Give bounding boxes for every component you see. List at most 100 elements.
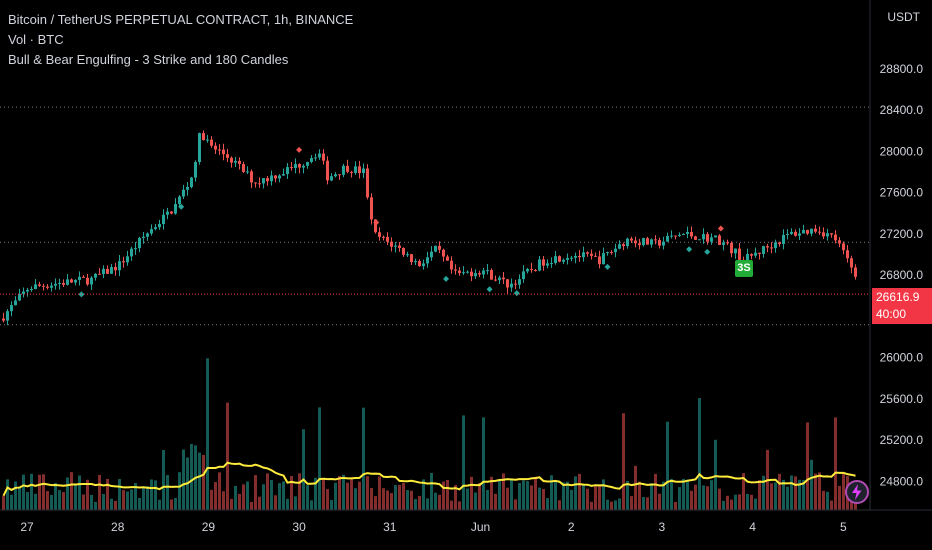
price-tick-label: 25600.0 — [880, 392, 924, 406]
volume-bar — [746, 493, 749, 510]
candle-body — [178, 196, 181, 205]
candle-body — [242, 164, 245, 172]
volume-bar — [358, 481, 361, 510]
candle-body — [234, 160, 237, 163]
candle-body — [710, 237, 713, 242]
volume-bar — [242, 484, 245, 510]
candle-body — [326, 160, 329, 181]
candle-body — [226, 154, 229, 158]
volume-bar — [602, 479, 605, 510]
candle-body — [194, 162, 197, 178]
candle-body — [830, 233, 833, 235]
candle-body — [642, 238, 645, 246]
volume-bar — [210, 489, 213, 510]
volume-bar — [674, 501, 677, 510]
lightning-icon[interactable] — [845, 480, 869, 504]
volume-bar — [598, 485, 601, 510]
volume-bar — [98, 474, 101, 510]
volume-bar — [226, 402, 229, 510]
candle-body — [182, 189, 185, 197]
time-tick-label: Jun — [471, 520, 490, 534]
volume-bar — [634, 465, 637, 510]
candle-body — [94, 273, 97, 278]
volume-indicator-title[interactable]: Vol · BTC — [8, 32, 64, 47]
volume-bar — [654, 473, 657, 510]
candle-body — [686, 231, 689, 234]
volume-bar — [730, 499, 733, 510]
candle-body — [254, 182, 257, 184]
price-tick-label: 28000.0 — [880, 144, 924, 158]
volume-bar — [806, 422, 809, 510]
volume-bar — [74, 484, 77, 510]
volume-bar — [750, 494, 753, 510]
candle-body — [542, 259, 545, 266]
candle-body — [478, 273, 481, 275]
candle-body — [402, 248, 405, 255]
candle-body — [814, 228, 817, 232]
candle-body — [694, 236, 697, 240]
volume-bar — [182, 449, 185, 510]
time-axis[interactable]: 27 28 29 30 31 Jun 2 3 4 5 — [20, 520, 847, 534]
candle-body — [454, 269, 457, 271]
volume-bar — [830, 500, 833, 510]
currency-label[interactable]: USDT — [887, 10, 920, 24]
candle-body — [558, 256, 561, 262]
candle-body — [322, 153, 325, 161]
symbol-title[interactable]: Bitcoin / TetherUS PERPETUAL CONTRACT, 1… — [8, 12, 354, 27]
volume-bar — [470, 476, 473, 510]
candle-body — [554, 256, 557, 264]
volume-bar — [458, 501, 461, 510]
volume-bar — [566, 481, 569, 510]
candle-body — [806, 229, 809, 234]
volume-bar — [158, 499, 161, 510]
volume-bar — [94, 501, 97, 510]
volume-bar — [166, 475, 169, 510]
volume-bar — [170, 499, 173, 510]
volume-bar — [18, 486, 21, 510]
candle-body — [458, 270, 461, 274]
volume-bar — [270, 479, 273, 510]
volume-bar — [570, 489, 573, 510]
candle-body — [422, 263, 425, 267]
volume-bar — [346, 482, 349, 510]
candle-body — [706, 234, 709, 242]
volume-bar — [162, 450, 165, 510]
volume-bar — [562, 482, 565, 510]
volume-bar — [778, 473, 781, 510]
volume-bar — [786, 486, 789, 510]
volume-bar — [214, 482, 217, 510]
volume-bar — [6, 479, 9, 510]
candle-body — [426, 257, 429, 264]
candle-body — [774, 242, 777, 249]
candle-body — [718, 235, 721, 245]
volume-bar — [282, 481, 285, 510]
candle-body — [390, 241, 393, 247]
candle-body — [546, 263, 549, 266]
volume-bar — [606, 499, 609, 510]
price-axis[interactable]: 28800.0 28400.0 28000.0 27600.0 27200.0 26800… — [880, 62, 924, 488]
volume-bar — [378, 476, 381, 510]
volume-bar — [146, 486, 149, 510]
volume-bar — [510, 478, 513, 510]
volume-bar — [382, 488, 385, 510]
candle-body — [802, 229, 805, 234]
candle-body — [582, 252, 585, 258]
volume-bar — [414, 499, 417, 510]
volume-bar — [514, 499, 517, 510]
volume-bar — [394, 484, 397, 510]
grid-layer — [0, 106, 870, 326]
candle-body — [346, 165, 349, 172]
engulfing-indicator-title[interactable]: Bull & Bear Engulfing - 3 Strike and 180… — [8, 52, 289, 67]
candle-body — [278, 175, 281, 179]
candle-body — [470, 271, 473, 277]
volume-bar — [638, 481, 641, 510]
candle-body — [250, 171, 253, 183]
volume-bar — [374, 496, 377, 510]
volume-bar — [58, 490, 61, 510]
volume-bar — [370, 487, 373, 510]
candle-body — [258, 183, 261, 185]
volume-bar — [734, 494, 737, 510]
volume-bar — [742, 473, 745, 510]
candle-body — [826, 233, 829, 237]
